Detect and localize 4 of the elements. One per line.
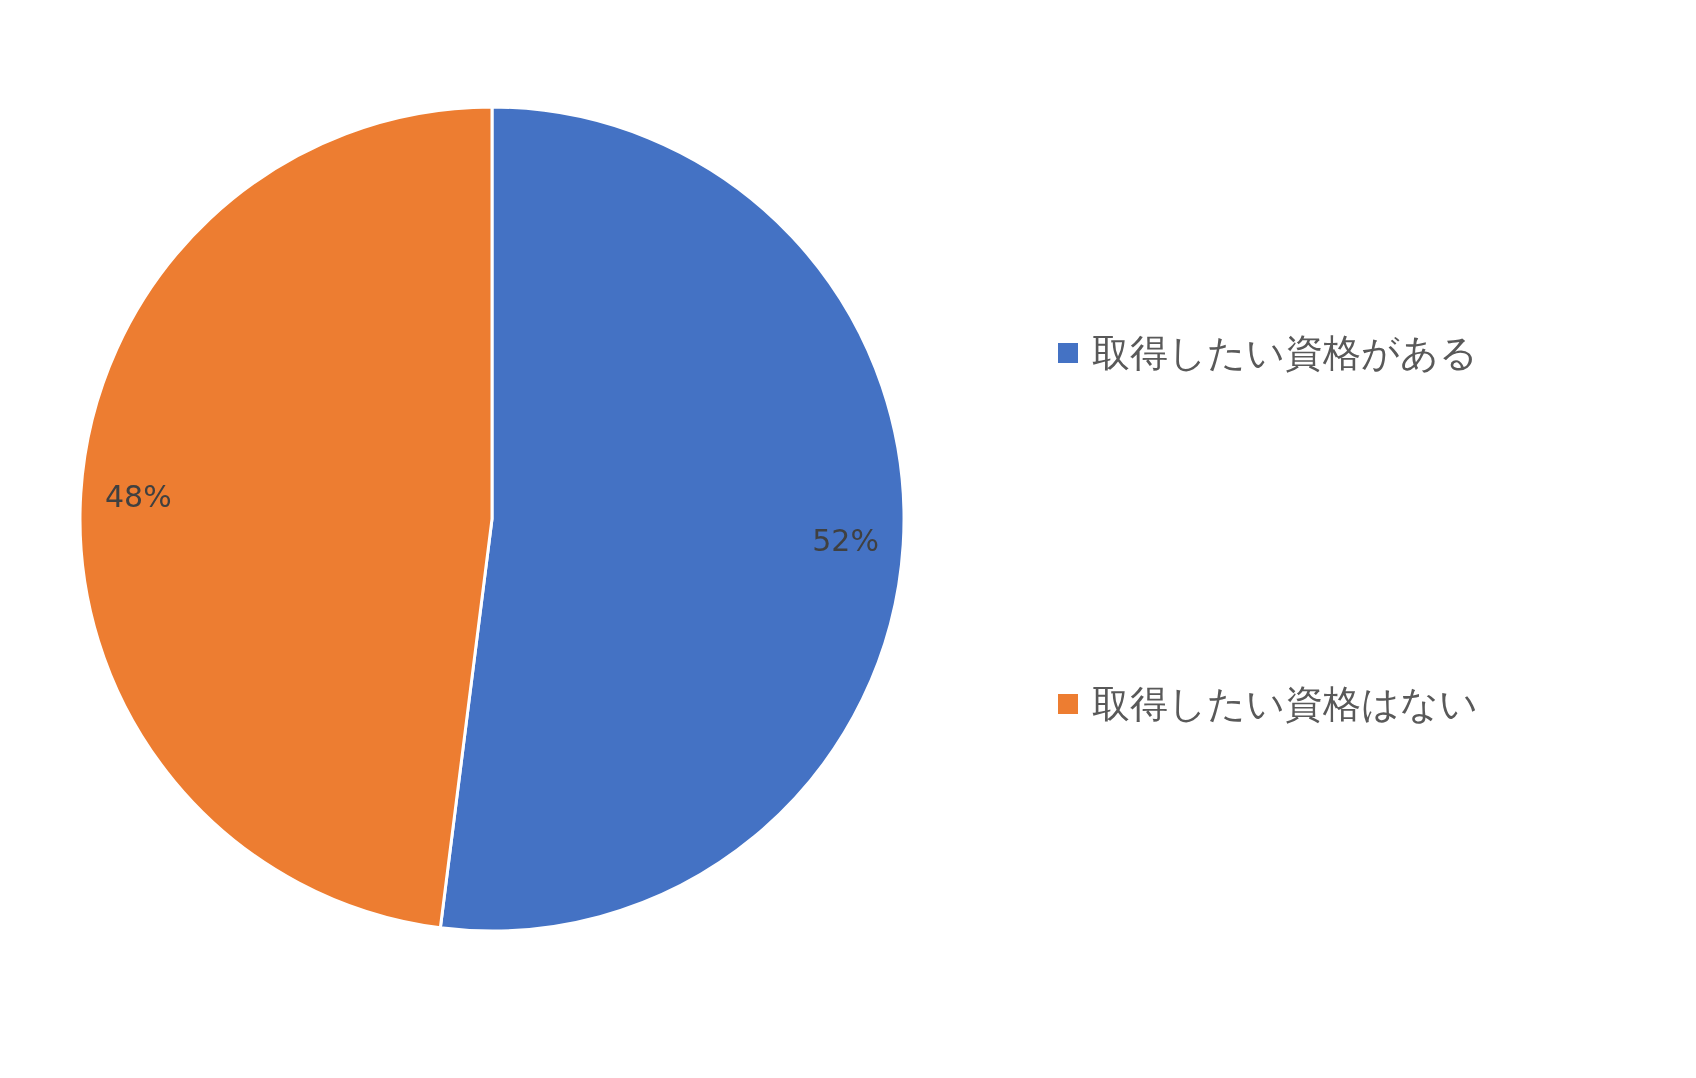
legend-label: 取得したい資格はない — [1092, 682, 1478, 726]
legend-label: 取得したい資格がある — [1092, 331, 1478, 375]
data-label: 48% — [105, 478, 172, 514]
data-label: 52% — [812, 523, 879, 559]
